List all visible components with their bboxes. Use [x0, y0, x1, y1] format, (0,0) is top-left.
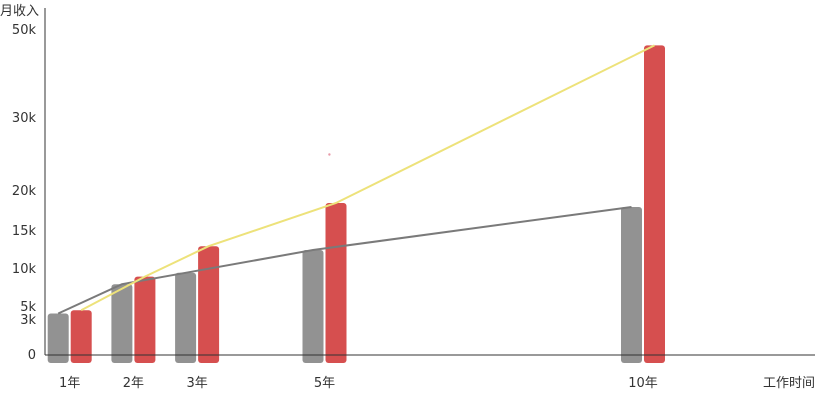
y-tick-label: 0	[28, 348, 36, 363]
y-tick-label: 30k	[12, 111, 37, 126]
y-axis-title: 月收入	[0, 4, 39, 19]
y-tick-label: 50k	[12, 23, 37, 38]
y-tick-label: 5k	[20, 300, 36, 315]
x-tick-label: 3年	[186, 376, 207, 391]
bar	[134, 276, 156, 363]
series-line	[80, 44, 655, 312]
dot-marker	[328, 153, 331, 156]
series-line	[57, 206, 632, 315]
x-axis-title: 工作时间	[763, 376, 815, 391]
bar	[644, 45, 665, 364]
bar	[111, 284, 133, 363]
bar	[325, 203, 347, 363]
bar	[621, 207, 642, 363]
bar	[175, 272, 197, 363]
x-axis-ticks: 1年 2年 3年 5年 10年	[59, 376, 658, 391]
x-tick-label: 5年	[314, 376, 335, 391]
bar	[47, 313, 69, 363]
y-tick-label: 10k	[12, 262, 37, 277]
bar	[198, 246, 220, 363]
x-tick-label: 10年	[628, 376, 658, 391]
y-tick-label: 20k	[12, 184, 37, 199]
x-tick-label: 1年	[59, 376, 80, 391]
x-tick-label: 2年	[123, 376, 144, 391]
y-tick-label: 3k	[20, 313, 36, 328]
trend-lines	[57, 44, 655, 315]
bars	[47, 45, 665, 364]
bar	[302, 250, 324, 363]
bar	[70, 310, 92, 363]
y-tick-label: 15k	[12, 224, 37, 239]
